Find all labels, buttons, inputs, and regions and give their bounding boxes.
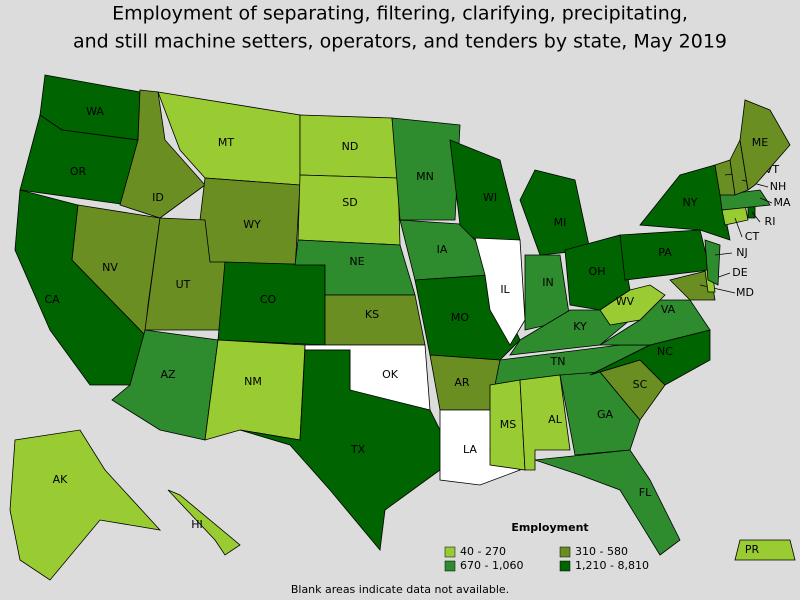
footnote: Blank areas indicate data not available. <box>291 583 509 596</box>
title: and still machine setters, operators, an… <box>73 31 727 53</box>
state-label: MA <box>773 196 790 209</box>
state-label: DE <box>732 266 747 279</box>
state-label: NE <box>349 255 364 268</box>
state-label: CO <box>260 293 277 306</box>
legend-label: 1,210 - 8,810 <box>575 559 649 572</box>
legend-title: Employment <box>511 521 588 534</box>
state-label: VA <box>661 303 676 316</box>
state-label: WV <box>616 295 635 308</box>
state-label: NM <box>244 375 262 388</box>
state <box>519 169 591 256</box>
legend-label: 40 - 270 <box>460 545 506 558</box>
state-label: IN <box>542 276 553 289</box>
state-label: OR <box>70 165 87 178</box>
leader-line <box>759 197 773 204</box>
state <box>734 539 796 561</box>
state <box>204 339 306 441</box>
state-label: NV <box>102 261 118 274</box>
state <box>239 349 446 551</box>
legend-swatch <box>559 546 571 558</box>
state-label: PR <box>745 543 760 556</box>
state <box>9 429 162 581</box>
state-label: CT <box>745 230 760 243</box>
state-label: IA <box>437 243 448 256</box>
state-label: MS <box>500 418 516 431</box>
state-label: FL <box>639 486 652 499</box>
state-label: LA <box>463 443 477 456</box>
state-label: PA <box>658 246 672 259</box>
state-label: SD <box>342 196 357 209</box>
state-label: AK <box>53 473 69 486</box>
leader-line <box>699 284 736 294</box>
state-label: MT <box>218 136 234 149</box>
state-label: RI <box>765 215 776 228</box>
state <box>119 89 206 219</box>
title: Employment of separating, filtering, cla… <box>112 3 688 25</box>
state-label: MN <box>416 170 434 183</box>
state-label: ID <box>152 191 164 204</box>
leader-line <box>751 211 761 223</box>
state-label: NY <box>683 196 698 209</box>
legend-label: 310 - 580 <box>575 545 628 558</box>
state-label: AL <box>548 413 563 426</box>
state-label: ME <box>752 136 768 149</box>
state <box>167 489 241 556</box>
state-label: KS <box>365 308 379 321</box>
state <box>391 117 461 221</box>
state <box>599 284 666 326</box>
state-label: ND <box>342 140 359 153</box>
state <box>489 379 526 471</box>
legend-label: 670 - 1,060 <box>460 559 523 572</box>
state-label: MI <box>554 216 567 229</box>
state-label: WI <box>483 191 497 204</box>
state <box>704 239 721 286</box>
state-label: AR <box>454 376 470 389</box>
state-label: SC <box>633 378 648 391</box>
state-label: NJ <box>736 246 747 259</box>
leader-line <box>734 217 743 238</box>
state <box>474 237 526 346</box>
state-label: KY <box>573 320 587 333</box>
state-label: GA <box>597 408 614 421</box>
state-label: IL <box>500 283 510 296</box>
state <box>534 449 681 556</box>
state-label: WY <box>243 218 261 231</box>
state-label: OH <box>589 265 606 278</box>
state <box>739 99 791 191</box>
state <box>559 371 641 456</box>
state-label: OK <box>382 368 399 381</box>
state-label: MD <box>736 286 754 299</box>
state-label: WA <box>86 105 104 118</box>
state-label: MO <box>451 311 469 324</box>
legend-swatch <box>444 560 456 572</box>
leader-line <box>714 252 733 256</box>
state <box>669 269 716 301</box>
state-label: UT <box>176 278 191 291</box>
state-label: CA <box>44 293 60 306</box>
state-label: NC <box>657 345 673 358</box>
legend-swatch <box>559 560 571 572</box>
state <box>449 139 521 241</box>
state-label: NH <box>770 180 787 193</box>
state-label: TN <box>550 355 566 368</box>
legend-swatch <box>444 546 456 558</box>
state <box>297 174 401 246</box>
state-label: TX <box>350 443 366 456</box>
state-label: HI <box>191 518 203 531</box>
state-label: AZ <box>160 368 176 381</box>
